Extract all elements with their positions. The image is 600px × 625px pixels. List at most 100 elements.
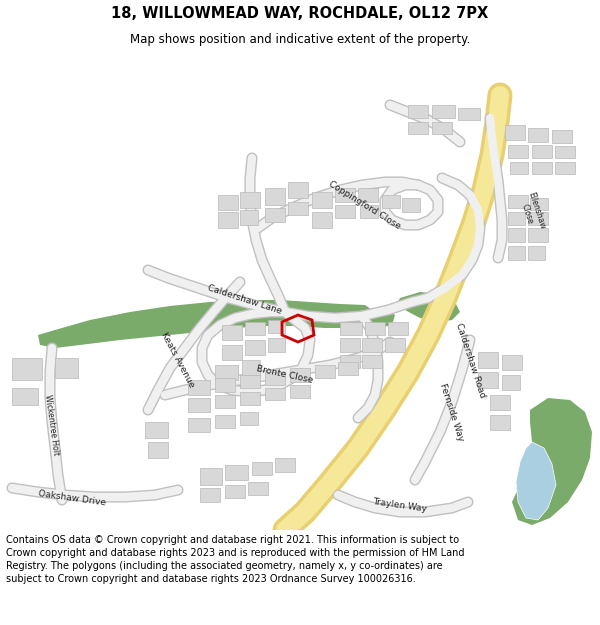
Polygon shape — [55, 358, 78, 378]
Text: Contains OS data © Crown copyright and database right 2021. This information is : Contains OS data © Crown copyright and d… — [6, 535, 464, 584]
Polygon shape — [490, 415, 510, 430]
Polygon shape — [240, 210, 258, 225]
Polygon shape — [240, 412, 258, 425]
Text: Traylen Way: Traylen Way — [373, 497, 428, 513]
Polygon shape — [528, 246, 545, 260]
Polygon shape — [268, 338, 285, 352]
Polygon shape — [225, 465, 248, 480]
Polygon shape — [358, 188, 378, 202]
Polygon shape — [275, 458, 295, 472]
Polygon shape — [268, 320, 285, 333]
Polygon shape — [458, 108, 480, 120]
Polygon shape — [215, 415, 235, 428]
Polygon shape — [365, 322, 385, 335]
Polygon shape — [335, 205, 355, 218]
Polygon shape — [240, 392, 260, 405]
Polygon shape — [290, 368, 310, 382]
Polygon shape — [508, 195, 528, 208]
Polygon shape — [490, 395, 510, 410]
Polygon shape — [188, 398, 210, 412]
Polygon shape — [290, 385, 310, 398]
Polygon shape — [188, 418, 210, 432]
Polygon shape — [222, 325, 242, 340]
Polygon shape — [288, 182, 308, 198]
Polygon shape — [555, 162, 575, 174]
Polygon shape — [555, 146, 575, 158]
Polygon shape — [408, 122, 428, 134]
Polygon shape — [502, 375, 520, 390]
Polygon shape — [385, 338, 405, 352]
Text: Bronte Close: Bronte Close — [256, 364, 314, 386]
Polygon shape — [215, 395, 235, 408]
Polygon shape — [312, 212, 332, 228]
Polygon shape — [340, 338, 360, 352]
Polygon shape — [225, 485, 245, 498]
Polygon shape — [510, 162, 528, 174]
Text: 18, WILLOWMEAD WAY, ROCHDALE, OL12 7PX: 18, WILLOWMEAD WAY, ROCHDALE, OL12 7PX — [112, 6, 488, 21]
Polygon shape — [408, 105, 428, 118]
Polygon shape — [265, 188, 285, 205]
Text: Coppingford Close: Coppingford Close — [328, 179, 403, 231]
Polygon shape — [218, 195, 238, 210]
Polygon shape — [508, 246, 525, 260]
Polygon shape — [508, 228, 525, 242]
Polygon shape — [200, 468, 222, 485]
Polygon shape — [398, 292, 460, 322]
Polygon shape — [248, 482, 268, 495]
Polygon shape — [38, 300, 375, 348]
Polygon shape — [478, 352, 498, 368]
Polygon shape — [252, 462, 272, 475]
Text: Oakshaw Drive: Oakshaw Drive — [38, 489, 106, 508]
Polygon shape — [245, 322, 265, 335]
Polygon shape — [530, 198, 548, 210]
Polygon shape — [340, 322, 362, 335]
Polygon shape — [528, 228, 548, 242]
Polygon shape — [245, 340, 265, 355]
Text: Fernside Way: Fernside Way — [439, 382, 466, 442]
Polygon shape — [502, 355, 522, 370]
Polygon shape — [516, 442, 556, 520]
Polygon shape — [200, 488, 220, 502]
Polygon shape — [338, 362, 358, 375]
Polygon shape — [315, 365, 335, 378]
Polygon shape — [432, 122, 452, 134]
Polygon shape — [528, 128, 548, 142]
Polygon shape — [12, 388, 38, 405]
Polygon shape — [478, 372, 498, 388]
Polygon shape — [240, 375, 260, 388]
Polygon shape — [360, 205, 378, 218]
Text: Keats Avenue: Keats Avenue — [160, 331, 196, 389]
Polygon shape — [382, 195, 400, 208]
Polygon shape — [265, 208, 285, 222]
Text: Wickentree Holt: Wickentree Holt — [43, 394, 61, 456]
Polygon shape — [242, 360, 260, 375]
Polygon shape — [265, 388, 285, 400]
Text: Map shows position and indicative extent of the property.: Map shows position and indicative extent… — [130, 32, 470, 46]
Polygon shape — [218, 212, 238, 228]
Polygon shape — [265, 372, 285, 385]
Polygon shape — [145, 422, 168, 438]
Polygon shape — [432, 105, 455, 118]
Polygon shape — [552, 130, 572, 143]
Polygon shape — [335, 188, 355, 202]
Polygon shape — [288, 202, 308, 215]
Polygon shape — [215, 365, 238, 380]
Polygon shape — [312, 192, 332, 208]
Polygon shape — [148, 442, 168, 458]
Polygon shape — [508, 145, 528, 158]
Polygon shape — [508, 212, 525, 225]
Polygon shape — [12, 358, 42, 380]
Polygon shape — [402, 198, 420, 212]
Polygon shape — [505, 125, 525, 140]
Text: Ellenshaw
Close: Ellenshaw Close — [517, 191, 547, 233]
Text: Caldershaw Lane: Caldershaw Lane — [207, 284, 283, 316]
Polygon shape — [362, 355, 382, 368]
Polygon shape — [528, 212, 548, 225]
Polygon shape — [340, 355, 360, 368]
Polygon shape — [240, 192, 260, 208]
Polygon shape — [532, 162, 552, 174]
Polygon shape — [222, 345, 242, 360]
Polygon shape — [532, 145, 552, 158]
Polygon shape — [388, 322, 408, 335]
Polygon shape — [362, 338, 382, 352]
